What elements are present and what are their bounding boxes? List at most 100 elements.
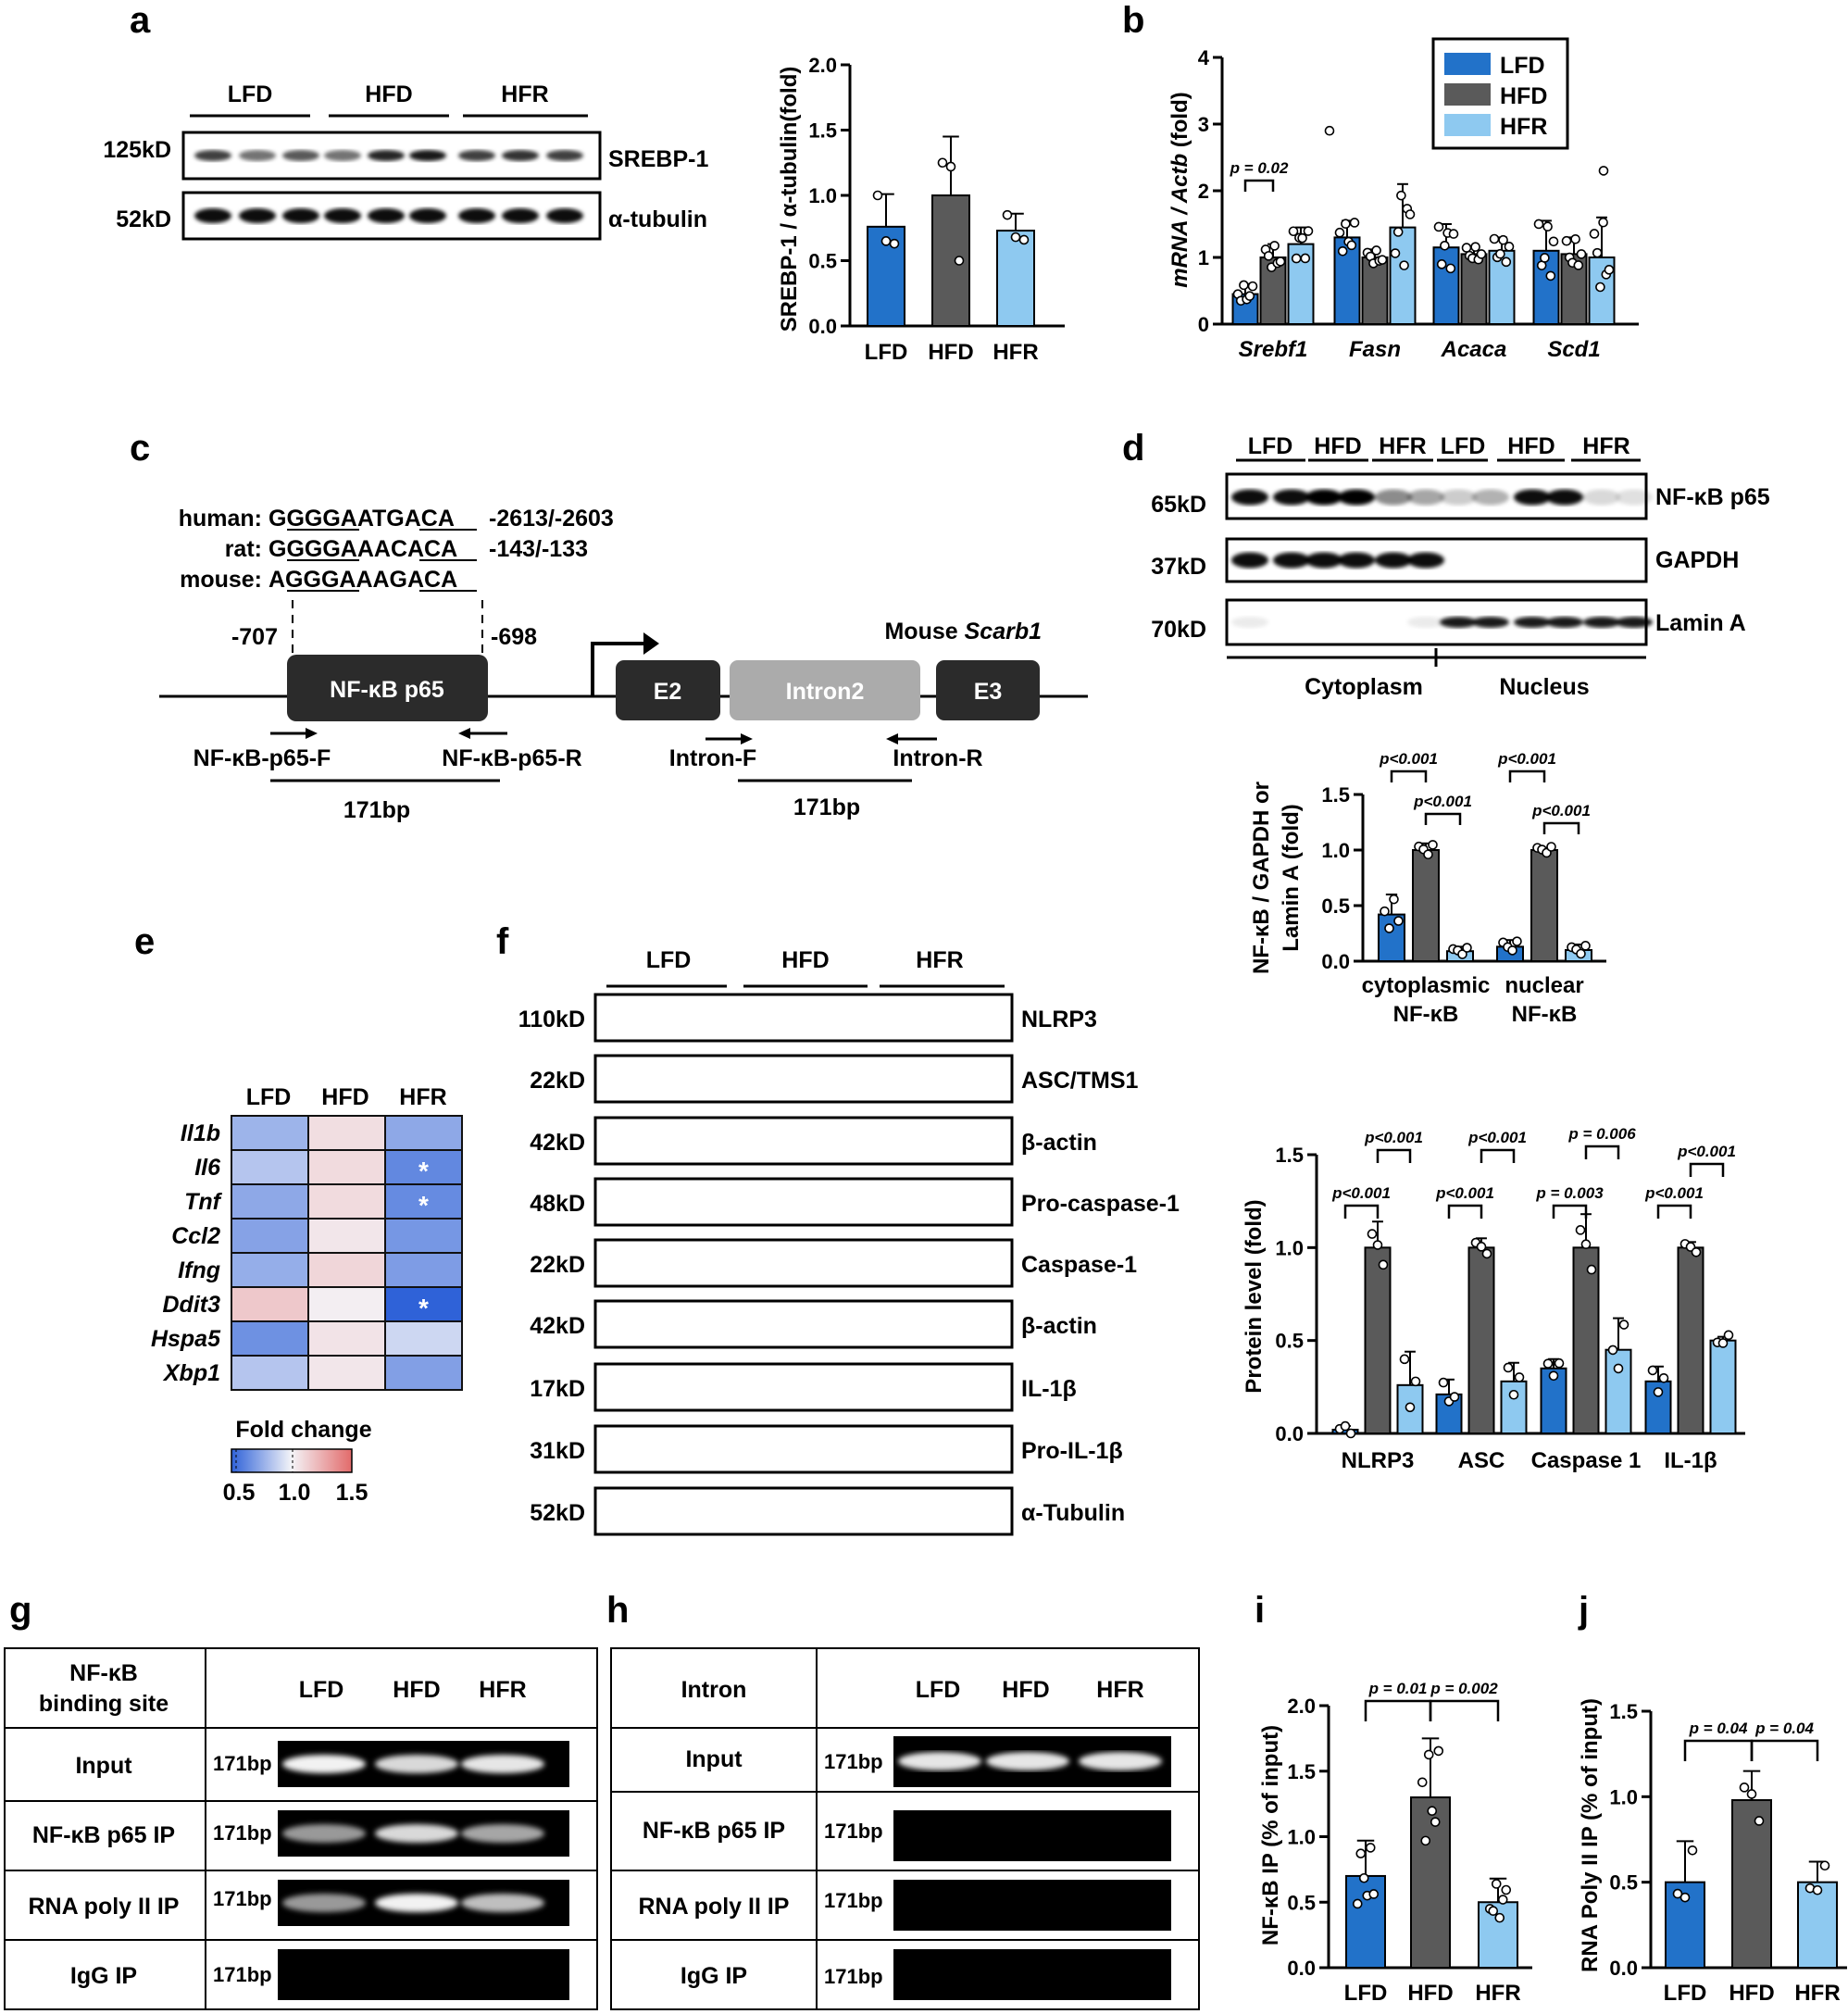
significance-bracket bbox=[1243, 179, 1275, 192]
heatmap-cell bbox=[231, 1149, 309, 1185]
blot-band bbox=[1583, 617, 1620, 628]
blot-band bbox=[1305, 489, 1342, 506]
data-point bbox=[1380, 906, 1390, 917]
gel-band bbox=[375, 1824, 458, 1843]
heatmap-e: LFD HFD HFR * * * Il1b Il6 Tnf Ccl2 Ifng Ddit3 H… bbox=[151, 1084, 463, 1506]
data-point bbox=[1489, 233, 1500, 244]
blot-band bbox=[1514, 489, 1551, 506]
data-point bbox=[1739, 1783, 1750, 1793]
x-tick-label: nuclear bbox=[1505, 973, 1583, 998]
blot-d-hfr-2: HFR bbox=[1582, 433, 1629, 459]
data-point bbox=[1428, 840, 1438, 850]
significance-bracket bbox=[1750, 1739, 1819, 1761]
x-tick-label: Caspase 1 bbox=[1531, 1448, 1642, 1473]
p-value-label: p<0.001 bbox=[1644, 1184, 1704, 1202]
y-tick-label: 0.0 bbox=[808, 315, 837, 338]
significance-bracket bbox=[1424, 812, 1462, 825]
data-point bbox=[1754, 1816, 1765, 1826]
p-value-label: p = 0.04 bbox=[1754, 1720, 1814, 1737]
y-tick-label: 1.0 bbox=[808, 184, 837, 207]
bar bbox=[1731, 1799, 1772, 1969]
significance-bracket bbox=[1390, 769, 1428, 782]
heat-col-lfd: LFD bbox=[246, 1084, 292, 1110]
data-point bbox=[1346, 240, 1357, 251]
y-tick-label: 1 bbox=[1198, 246, 1209, 269]
blot-a-protein-2: α-tubulin bbox=[608, 206, 707, 232]
significance-bracket bbox=[1508, 769, 1546, 782]
heatmap-cell bbox=[384, 1115, 463, 1151]
data-point bbox=[1498, 234, 1508, 245]
chart-d: 0.0 0.5 1.0 1.5 cytoplasmic NF-κB nuclear NF-κB… bbox=[1249, 750, 1606, 1027]
y-tick-label: 0 bbox=[1198, 313, 1209, 336]
table-h-row-4: IgG IP bbox=[681, 1963, 747, 1989]
table-g: NF-κB binding site LFD HFD HFR Input NF-… bbox=[4, 1647, 598, 2010]
data-point bbox=[1384, 923, 1394, 933]
p-value-label: p<0.001 bbox=[1531, 802, 1591, 819]
blot-f: LFD HFD HFR 110kD NLRP3 22kD ASC/TMS1 42kD β-… bbox=[518, 947, 1180, 1536]
blot-d-hfd-2: HFD bbox=[1507, 433, 1555, 459]
heatmap-cell bbox=[307, 1252, 386, 1288]
data-point bbox=[872, 190, 883, 201]
blot-band bbox=[368, 208, 405, 223]
x-tick-label: Srebf1 bbox=[1239, 337, 1308, 362]
y-tick-label: 0.5 bbox=[808, 250, 837, 273]
data-point bbox=[1497, 1895, 1508, 1905]
x-tick-label: IL-1β bbox=[1664, 1448, 1717, 1473]
heatmap-cell bbox=[307, 1286, 386, 1322]
y-tick-label: 2.0 bbox=[1287, 1695, 1316, 1718]
table-g-header-1: NF-κB bbox=[69, 1660, 138, 1686]
legend-tick-1: 0.5 bbox=[223, 1480, 256, 1506]
panel-letter-j: j bbox=[1578, 1590, 1589, 1631]
data-point bbox=[1546, 842, 1556, 852]
x-tick-label: LFD bbox=[865, 340, 908, 365]
heat-col-hfd: HFD bbox=[321, 1084, 368, 1110]
y-tick-label: 1.0 bbox=[1287, 1826, 1316, 1849]
data-point bbox=[1275, 256, 1286, 267]
heatmap-cell bbox=[231, 1252, 309, 1288]
data-point bbox=[1430, 1817, 1441, 1827]
table-h-col-hfr: HFR bbox=[1096, 1677, 1143, 1703]
data-point bbox=[1010, 231, 1021, 243]
bar bbox=[1478, 1901, 1518, 1969]
blot-band bbox=[282, 150, 319, 161]
significance-bracket bbox=[1683, 1739, 1754, 1761]
y-axis-label: NF-κB / GAPDH or bbox=[1249, 782, 1274, 974]
chart-a: 0.0 0.5 1.0 1.5 2.0 LFD HFD HFR SREBP-1 / α-tubu… bbox=[777, 54, 1065, 365]
blot-band bbox=[1440, 617, 1477, 628]
y-tick-label: 1.0 bbox=[1275, 1236, 1304, 1259]
data-point bbox=[1812, 1884, 1823, 1895]
p-value-label: p<0.001 bbox=[1331, 1184, 1391, 1202]
blot-band bbox=[1338, 489, 1375, 506]
y-tick-label: 0.5 bbox=[1275, 1330, 1304, 1353]
blot-d-protein-1: NF-κB p65 bbox=[1655, 484, 1770, 510]
blot-f-frame bbox=[593, 1362, 1014, 1412]
data-point bbox=[1244, 291, 1255, 301]
data-point bbox=[1589, 229, 1600, 239]
legend-swatch bbox=[1444, 114, 1491, 136]
blot-band bbox=[324, 150, 361, 161]
data-point bbox=[1604, 265, 1615, 275]
gel-band bbox=[282, 1755, 366, 1773]
heatmap-gene-label: Ccl2 bbox=[171, 1223, 220, 1249]
data-point bbox=[1423, 1749, 1434, 1760]
data-point bbox=[1691, 1246, 1702, 1257]
data-point bbox=[1481, 1248, 1492, 1259]
legend-label: HFD bbox=[1500, 83, 1547, 109]
table-h: Intron LFD HFD HFR Input NF-κB p65 IP RN… bbox=[610, 1647, 1200, 2010]
blot-band bbox=[1440, 489, 1477, 506]
legend-tick-2: 1.0 bbox=[279, 1480, 311, 1506]
data-point bbox=[1504, 242, 1515, 252]
p-value-label: p = 0.002 bbox=[1430, 1680, 1498, 1697]
blot-f-protein: Pro-IL-1β bbox=[1021, 1438, 1123, 1464]
significance-star: * bbox=[418, 1157, 429, 1185]
bp-label-1: 171bp bbox=[343, 797, 410, 823]
significance-bracket bbox=[1689, 1162, 1725, 1177]
data-point bbox=[1337, 245, 1348, 256]
blot-f-size: 31kD bbox=[530, 1438, 585, 1464]
data-point bbox=[1405, 209, 1416, 219]
data-point bbox=[1378, 1259, 1389, 1270]
heatmap-gene-label: Xbp1 bbox=[162, 1360, 220, 1386]
intron-f: Intron-F bbox=[669, 745, 756, 771]
data-point bbox=[1355, 1848, 1367, 1858]
